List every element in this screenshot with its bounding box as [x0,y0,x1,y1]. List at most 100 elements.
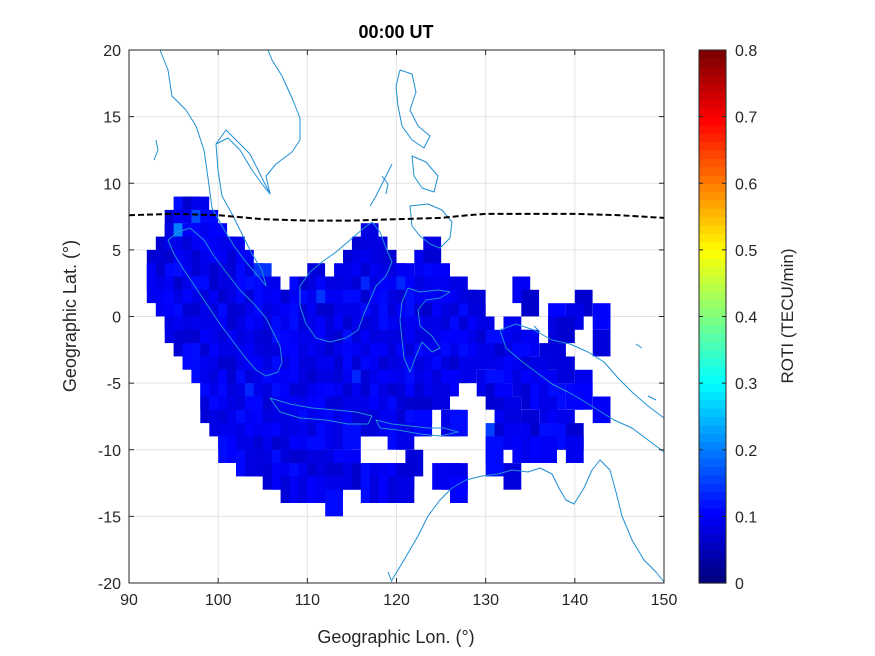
colorbar-step [699,291,726,301]
colorbar-step [699,358,726,368]
colorbar-step [699,374,726,384]
colorbar-step [699,258,726,268]
y-tick-label: 5 [112,243,121,260]
colorbar-step [699,433,726,443]
colorbar-ticks: 0 0.1 0.2 0.3 0.4 0.5 0.6 0.7 0.8 [699,43,757,593]
x-tick-label: 140 [561,592,588,609]
roti-cell [485,449,504,477]
x-tick-label: 90 [120,592,138,609]
colorbar-step [699,216,726,226]
coastline-lesser-sunda [375,419,459,437]
x-tick-label: 110 [295,592,321,609]
colorbar-step [699,74,726,84]
roti-cell [592,303,611,330]
colorbar-step [699,266,726,276]
colorbar-step [699,516,726,526]
coastline-java [269,397,373,425]
colorbar-step [699,474,726,484]
colorbar-step [699,424,726,434]
roti-cell [450,409,468,437]
roti-cell [539,436,557,463]
coastline-mindanao [409,203,453,249]
colorbar-tick-label: 0.8 [735,43,757,60]
roti-cell [503,463,522,490]
x-axis-ticks: 90 100 110 120 130 140 150 [120,50,677,609]
colorbar-step [699,449,726,459]
colorbar-step [699,566,726,576]
x-axis-label: Geographic Lon. (°) [317,627,474,647]
roti-cell [450,476,468,503]
roti-cell [414,409,433,437]
colorbar-step [699,183,726,193]
coastline-australia-west [387,571,393,583]
magnetic-equator-dashed-line [128,212,665,222]
y-tick-label: 10 [103,176,121,193]
colorbar-tick-label: 0.1 [735,509,757,526]
colorbar-step [699,233,726,243]
y-tick-label: -20 [98,576,121,593]
roti-cell [476,343,495,370]
colorbar-step [699,524,726,534]
colorbar-tick-label: 0.6 [735,176,757,193]
roti-cell [592,329,611,357]
coastline-gulf-thailand [215,137,271,195]
colorbar-tick-label: 0.2 [735,443,757,460]
coastline-malay-peninsula [159,49,301,287]
colorbar-step [699,158,726,168]
colorbar-step [699,274,726,284]
colorbar-step [699,549,726,559]
colorbar-tick-label: 0.5 [735,243,757,260]
colorbar-step [699,91,726,101]
coastline-luzon [395,69,431,149]
y-tick-label: 20 [103,43,121,60]
colorbar-step [699,416,726,426]
colorbar-step [699,366,726,376]
colorbar-step [699,241,726,251]
colorbar-step [699,124,726,134]
colorbar-step [699,191,726,201]
colorbar-step [699,441,726,451]
colorbar-step [699,50,726,59]
colorbar-label: ROTI (TECU/min) [778,248,797,383]
roti-cell [557,316,575,344]
colorbar-step [699,333,726,343]
colorbar-tick-label: 0.7 [735,110,757,127]
coastline-visayas [411,155,439,193]
colorbar-step [699,108,726,118]
roti-cell [458,356,477,384]
roti-cell [343,423,361,450]
colorbar-step [699,341,726,351]
colorbar [699,50,726,584]
colorbar-step [699,533,726,542]
coastline-borneo [299,221,393,343]
roti-cell [396,423,415,450]
colorbar-step [699,324,726,334]
colorbar-step [699,558,726,567]
colorbar-step [699,174,726,184]
colorbar-step [699,166,726,176]
colorbar-step [699,499,726,509]
colorbar-step [699,316,726,326]
y-tick-label: 0 [112,310,121,327]
colorbar-step [699,199,726,209]
y-tick-label: -10 [98,443,121,460]
colorbar-tick-label: 0 [735,576,744,593]
y-axis-ticks: -20 -15 -10 -5 0 5 10 15 20 [98,43,664,593]
colorbar-step [699,349,726,359]
x-tick-label: 130 [472,592,499,609]
roti-cell [325,489,343,517]
coastline-sulawesi [399,287,451,373]
colorbar-step [699,391,726,401]
colorbar-step [699,116,726,126]
roti-cell [574,383,593,410]
colorbar-step [699,483,726,492]
coastline-sumatra [167,227,283,377]
roti-cell [521,289,540,317]
x-tick-label: 150 [651,592,678,609]
colorbar-step [699,58,726,68]
roti-cell [557,356,575,384]
colorbar-step [699,66,726,76]
colorbar-step [699,99,726,109]
colorbar-step [699,408,726,418]
